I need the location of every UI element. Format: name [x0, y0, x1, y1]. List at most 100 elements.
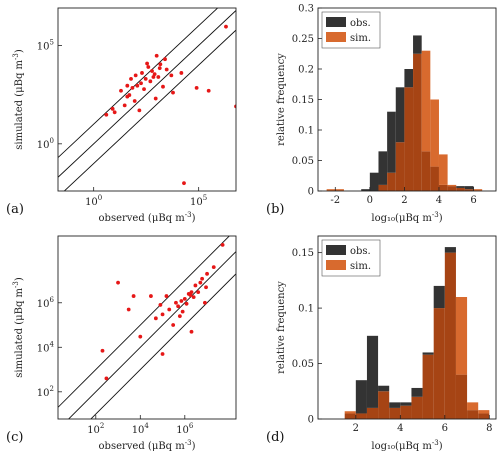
plot-area	[58, 8, 236, 191]
data-point	[194, 85, 199, 90]
panel-label: (d)	[266, 430, 284, 445]
y-tick-label: 0.05	[292, 156, 314, 167]
bar-obs	[444, 247, 456, 253]
bar-overlap	[422, 354, 434, 419]
data-point	[153, 96, 158, 101]
data-point	[191, 295, 196, 299]
data-point	[224, 24, 228, 29]
x-tick-label: 8	[486, 423, 492, 434]
bar-sim	[430, 99, 439, 167]
bar-obs	[378, 151, 388, 185]
data-point	[140, 71, 144, 75]
lower-factor-line	[63, 29, 236, 191]
panel-label: (a)	[6, 202, 24, 217]
data-point	[180, 309, 185, 314]
data-point	[132, 99, 137, 103]
data-point	[160, 352, 165, 356]
x-tick-label: -2	[330, 195, 340, 206]
bar-sim	[438, 154, 448, 185]
data-point	[188, 293, 193, 298]
y-tick-label: 0	[308, 415, 314, 426]
bar-obs	[400, 402, 412, 406]
x-tick-label: 0	[367, 195, 373, 206]
data-point	[158, 62, 163, 67]
data-point	[182, 181, 186, 186]
data-point	[110, 106, 115, 111]
data-point	[104, 112, 109, 117]
data-point	[157, 66, 162, 71]
x-axis-label-sup: -3	[432, 211, 439, 219]
data-point	[130, 85, 135, 90]
data-point	[211, 265, 216, 270]
data-point	[150, 69, 154, 73]
bar-sim	[467, 402, 479, 411]
legend-swatch	[326, 245, 346, 255]
y-tick-label-exp: 5	[50, 38, 54, 46]
y-tick-label: 0.1	[298, 126, 314, 137]
data-point	[104, 376, 109, 381]
bar-obs	[433, 285, 445, 309]
one-to-one-line	[67, 251, 236, 419]
bar-overlap	[430, 166, 439, 191]
data-point	[129, 76, 133, 81]
bar-sim	[421, 50, 431, 152]
bar-obs	[395, 87, 405, 143]
bar-overlap	[421, 151, 431, 191]
axes-frame	[57, 7, 237, 192]
bar-obs	[456, 186, 465, 188]
data-point	[171, 323, 176, 327]
data-point	[122, 103, 127, 108]
bar-overlap	[467, 410, 479, 419]
data-point	[151, 75, 156, 79]
bar-overlap	[438, 184, 448, 191]
x-tick-label-base: 10	[87, 425, 100, 436]
y-tick-label: 105	[37, 38, 54, 52]
data-point	[184, 301, 189, 306]
data-point	[100, 348, 105, 353]
data-point	[234, 104, 236, 109]
data-point	[138, 334, 143, 339]
panel-3: 2 4 6 8 0 0.05 0.1 0.15 obs. sim. log₁₀(μBq m-3) re…	[266, 235, 497, 452]
x-tick-label: 2	[353, 423, 359, 434]
axes-frame	[317, 7, 497, 192]
data-point	[148, 79, 153, 84]
data-point	[142, 87, 146, 92]
y-axis-label: simulated (μBq m-3)	[12, 49, 25, 150]
y-tick-label: 106	[37, 296, 55, 310]
data-point	[206, 88, 211, 93]
axes-frame	[57, 235, 237, 420]
data-point	[131, 294, 136, 298]
x-axis-label: observed (μBq m-3)	[99, 211, 196, 224]
y-tick-label-exp: 6	[50, 296, 55, 304]
data-point	[149, 294, 153, 298]
data-point	[126, 307, 131, 312]
panel-label: (c)	[6, 430, 23, 445]
x-axis-label-part: observed (μBq m	[99, 441, 186, 452]
bar-sim	[455, 297, 468, 375]
legend-label: sim.	[350, 261, 371, 272]
bar-obs	[389, 402, 401, 408]
bar-overlap	[447, 186, 457, 191]
bar-overlap	[464, 189, 474, 191]
data-point	[163, 57, 167, 62]
data-point	[135, 83, 140, 88]
data-point	[112, 110, 117, 115]
plot-area	[326, 35, 483, 191]
data-point	[182, 296, 187, 301]
legend-swatch	[326, 32, 346, 42]
y-tick-label: 102	[37, 385, 54, 399]
x-axis-label: log₁₀(μBq m-3)	[371, 211, 442, 224]
bar-overlap	[355, 413, 367, 419]
legend-label: sim.	[350, 33, 371, 44]
bar-overlap	[433, 308, 445, 419]
data-point	[179, 299, 184, 303]
y-axis-label: simulated (μBq m-3)	[12, 277, 25, 378]
bar-obs	[422, 352, 434, 355]
data-point	[164, 67, 169, 72]
legend: obs. sim.	[321, 11, 381, 49]
y-tick-label-exp: 4	[50, 340, 55, 348]
x-tick-label-exp: 0	[98, 194, 102, 202]
bar-obs	[387, 111, 396, 173]
